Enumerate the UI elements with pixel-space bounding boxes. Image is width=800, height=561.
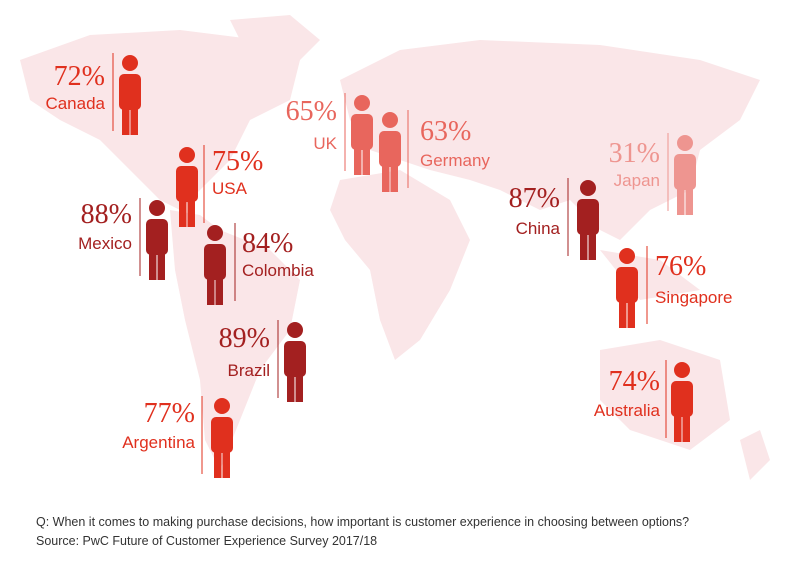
- percent: 89%: [219, 323, 270, 354]
- percent: 87%: [509, 183, 560, 214]
- country-marker: 84% Colombia: [204, 223, 314, 305]
- person-leg: [130, 105, 138, 135]
- person-leg: [215, 275, 223, 305]
- person-leg: [222, 448, 230, 478]
- country-name: UK: [313, 134, 337, 153]
- country-name: Canada: [45, 94, 105, 113]
- country-marker: 88% Mexico: [78, 198, 168, 280]
- person-head: [382, 112, 398, 128]
- person-leg: [207, 275, 215, 305]
- person-leg: [390, 162, 398, 192]
- percent: 72%: [54, 61, 105, 92]
- country-marker: 77% Argentina: [122, 396, 233, 478]
- country-name: USA: [212, 179, 248, 198]
- person-leg: [354, 145, 362, 175]
- person-head: [677, 135, 693, 151]
- person-leg: [122, 105, 130, 135]
- country-marker: 75% USA: [176, 145, 263, 227]
- source: Source: PwC Future of Customer Experienc…: [36, 534, 377, 548]
- person-head: [354, 95, 370, 111]
- person-head: [149, 200, 165, 216]
- country-marker: 63% Germany: [379, 110, 490, 192]
- person-head: [580, 180, 596, 196]
- person-head: [179, 147, 195, 163]
- person-body: [351, 114, 373, 150]
- person-head: [207, 225, 223, 241]
- person-body: [176, 166, 198, 202]
- person-leg: [214, 448, 222, 478]
- person-leg: [179, 197, 187, 227]
- country-marker: 74% Australia: [594, 360, 693, 442]
- country-name: Australia: [594, 401, 661, 420]
- person-head: [214, 398, 230, 414]
- person-leg: [187, 197, 195, 227]
- person-leg: [287, 372, 295, 402]
- percent: 75%: [212, 146, 263, 177]
- country-name: Argentina: [122, 433, 195, 452]
- person-leg: [382, 162, 390, 192]
- country-name: Germany: [420, 151, 490, 170]
- person-head: [122, 55, 138, 71]
- percent: 77%: [144, 398, 195, 429]
- country-marker: 87% China: [509, 178, 599, 260]
- person-leg: [674, 412, 682, 442]
- percent: 84%: [242, 228, 293, 259]
- person-body: [671, 381, 693, 417]
- percent: 63%: [420, 116, 471, 147]
- country-marker: 31% Japan: [609, 133, 696, 215]
- percent: 88%: [81, 199, 132, 230]
- country-name: Brazil: [227, 361, 270, 380]
- percent: 74%: [609, 366, 660, 397]
- person-head: [619, 248, 635, 264]
- person-body: [616, 267, 638, 303]
- person-body: [379, 131, 401, 167]
- person-leg: [677, 185, 685, 215]
- country-name: China: [516, 219, 561, 238]
- person-leg: [157, 250, 165, 280]
- person-body: [284, 341, 306, 377]
- person-leg: [362, 145, 370, 175]
- country-marker: 89% Brazil: [219, 320, 306, 402]
- question: Q: When it comes to making purchase deci…: [36, 515, 689, 529]
- person-leg: [588, 230, 596, 260]
- person-body: [211, 417, 233, 453]
- person-body: [577, 199, 599, 235]
- country-name: Singapore: [655, 288, 733, 307]
- person-head: [674, 362, 690, 378]
- country-marker: 72% Canada: [45, 53, 141, 135]
- country-name: Japan: [614, 171, 660, 190]
- percent: 65%: [286, 96, 337, 127]
- person-leg: [619, 298, 627, 328]
- percent: 76%: [655, 251, 706, 282]
- person-body: [146, 219, 168, 255]
- country-name: Colombia: [242, 261, 314, 280]
- person-body: [204, 244, 226, 280]
- person-leg: [682, 412, 690, 442]
- country-marker: 65% UK: [286, 93, 373, 175]
- country-name: Mexico: [78, 234, 132, 253]
- percent: 31%: [609, 138, 660, 169]
- person-leg: [685, 185, 693, 215]
- person-leg: [295, 372, 303, 402]
- person-leg: [627, 298, 635, 328]
- person-head: [287, 322, 303, 338]
- country-marker: 76% Singapore: [616, 246, 733, 328]
- person-leg: [580, 230, 588, 260]
- world-map: [20, 15, 770, 480]
- person-body: [119, 74, 141, 110]
- person-body: [674, 154, 696, 190]
- person-leg: [149, 250, 157, 280]
